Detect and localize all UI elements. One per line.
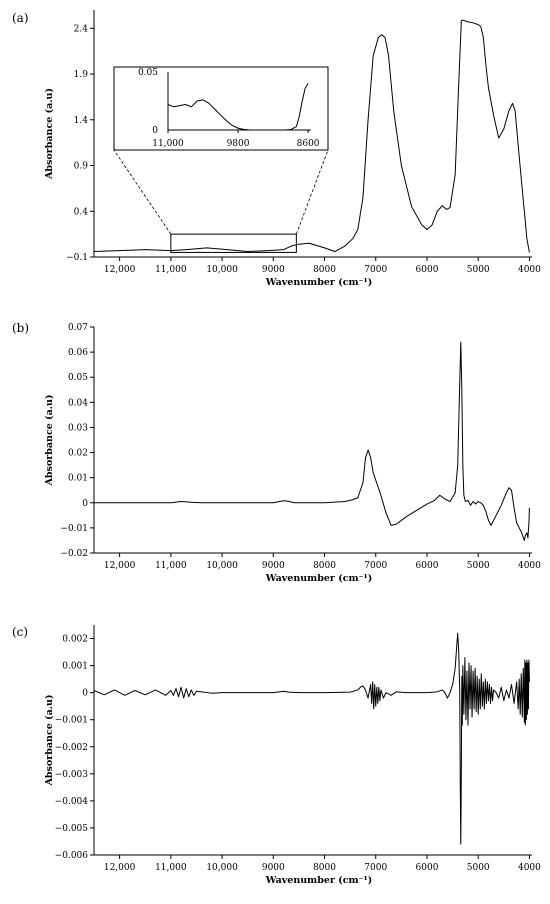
x-tick-label: 6000 [416, 561, 439, 571]
inset-x-tick-label: 11,000 [152, 139, 184, 149]
zoom-connector-left [113, 149, 172, 235]
y-tick-label: 0.03 [68, 423, 88, 433]
x-axis-title: Wavenumber (cm⁻¹) [265, 277, 372, 288]
x-tick-label: 11,000 [155, 561, 187, 571]
x-tick-label: 11,000 [155, 863, 187, 873]
inset-y-tick-label: 0 [152, 126, 158, 136]
y-tick-label: 0.04 [68, 398, 88, 408]
y-tick-label: 0.02 [68, 449, 88, 459]
x-tick-label: 7000 [364, 265, 387, 275]
y-tick-label: 0.01 [68, 474, 88, 484]
zoom-connector-right [295, 149, 329, 235]
x-tick-label: 9000 [262, 863, 285, 873]
x-tick-label: 8000 [313, 863, 336, 873]
x-tick-label: 8000 [313, 561, 336, 571]
y-axis-title: Absorbance (a.u) [44, 395, 55, 487]
y-tick-label: 0.001 [62, 662, 88, 672]
x-tick-label: 12,000 [104, 265, 136, 275]
inset-frame [113, 66, 329, 151]
x-tick-label: 9000 [262, 265, 285, 275]
panel-label: (a) [12, 11, 29, 25]
y-tick-label: 2.4 [74, 24, 89, 34]
y-tick-label: −0.002 [55, 743, 88, 753]
panel-a: (a) −0.1 0.4 0.9 1.4 1.9 2.4 12,000 11,000 10,000… [12, 10, 541, 288]
y-tick-label: −0.1 [66, 253, 88, 263]
y-tick-label: −0.01 [60, 524, 88, 534]
y-tick-label: −0.006 [55, 851, 89, 861]
x-tick-label: 6000 [416, 265, 439, 275]
panel-label: (b) [12, 321, 29, 335]
y-tick-label: 0 [82, 499, 88, 509]
y-tick-label: 0.002 [62, 635, 88, 645]
x-tick-label: 12,000 [104, 863, 136, 873]
y-tick-label: 1.9 [74, 70, 89, 80]
inset-spectrum-line [167, 83, 309, 131]
y-axis-title: Absorbance (a.u) [44, 695, 55, 787]
spectrum-line [93, 632, 530, 845]
panel-b: (b) −0.02 −0.01 0 0.01 0.02 0.03 0.04 0.05 0.06 0.… [12, 321, 541, 584]
x-tick-label: 4000 [518, 561, 541, 571]
x-tick-label: 5000 [467, 863, 490, 873]
y-tick-label: 0.07 [68, 323, 88, 333]
inset-y-tick-label: 0.05 [138, 68, 158, 78]
y-tick-label: 0.4 [74, 207, 89, 217]
x-tick-label: 9000 [262, 561, 285, 571]
x-tick-label: 5000 [467, 265, 490, 275]
x-tick-label: 7000 [364, 561, 387, 571]
y-tick-label: 1.4 [74, 116, 89, 126]
inset-x-tick-label: 9800 [227, 139, 250, 149]
y-tick-label: −0.001 [55, 716, 88, 726]
inset-zoom: 0 0.05 11,000 9800 8600 [113, 66, 329, 253]
x-tick-label: 6000 [416, 863, 439, 873]
y-axis-title: Absorbance (a.u) [44, 88, 55, 180]
x-tick-label: 5000 [467, 561, 490, 571]
x-tick-label: 10,000 [206, 265, 238, 275]
x-tick-label: 7000 [364, 863, 387, 873]
y-tick-label: 0 [82, 689, 88, 699]
panel-label: (c) [12, 625, 28, 639]
x-tick-label: 4000 [518, 265, 541, 275]
zoom-region-box [170, 233, 297, 253]
panel-c: (c) −0.006 −0.005 −0.004 −0.003 −0.002 −0.001 0… [12, 625, 541, 886]
x-tick-label: 11,000 [155, 265, 187, 275]
x-axis-title: Wavenumber (cm⁻¹) [265, 875, 372, 886]
y-tick-label: −0.004 [55, 797, 89, 807]
y-tick-label: −0.005 [55, 824, 89, 834]
x-tick-label: 12,000 [104, 561, 136, 571]
spectrum-line [93, 19, 530, 253]
x-axis-title: Wavenumber (cm⁻¹) [265, 573, 372, 584]
x-tick-label: 4000 [518, 863, 541, 873]
x-tick-label: 10,000 [206, 863, 238, 873]
y-tick-label: 0.9 [74, 162, 89, 172]
y-tick-label: −0.003 [55, 770, 89, 780]
y-tick-label: 0.06 [68, 348, 88, 358]
inset-x-tick-label: 8600 [297, 139, 320, 149]
x-tick-label: 8000 [313, 265, 336, 275]
y-tick-label: −0.02 [60, 549, 88, 559]
y-tick-label: 0.05 [68, 373, 88, 383]
spectrum-line [94, 341, 530, 541]
x-tick-label: 10,000 [206, 561, 238, 571]
